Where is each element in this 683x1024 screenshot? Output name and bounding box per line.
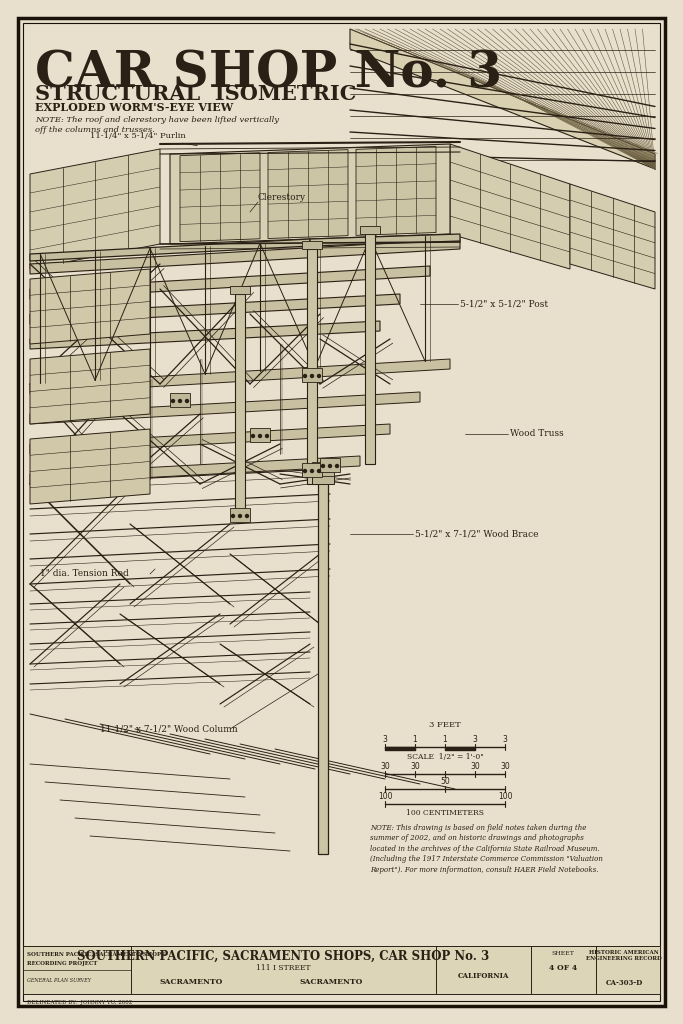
Text: 100: 100 — [498, 792, 512, 801]
Text: 1: 1 — [413, 735, 417, 744]
Circle shape — [311, 469, 313, 472]
Polygon shape — [30, 429, 150, 504]
Text: CAR SHOP No. 3: CAR SHOP No. 3 — [35, 49, 502, 98]
Polygon shape — [30, 150, 160, 269]
Circle shape — [318, 469, 320, 472]
Polygon shape — [230, 286, 250, 294]
Text: SACRAMENTO: SACRAMENTO — [299, 978, 363, 986]
Polygon shape — [268, 150, 348, 239]
Text: STRUCTURAL  ISOMETRIC: STRUCTURAL ISOMETRIC — [35, 84, 357, 104]
Polygon shape — [30, 266, 430, 299]
Circle shape — [258, 434, 262, 437]
Polygon shape — [350, 29, 655, 169]
Circle shape — [186, 399, 189, 402]
Text: EXPLODED WORM'S-EYE VIEW: EXPLODED WORM'S-EYE VIEW — [35, 102, 234, 113]
Circle shape — [311, 375, 313, 378]
Polygon shape — [170, 144, 450, 244]
Polygon shape — [302, 368, 322, 382]
Text: SOUTHERN PACIFIC, SACRAMENTO SHOPS, CAR SHOP No. 3: SOUTHERN PACIFIC, SACRAMENTO SHOPS, CAR … — [77, 950, 489, 963]
Polygon shape — [356, 146, 436, 236]
Text: HISTORIC AMERICAN
ENGINEERING RECORD: HISTORIC AMERICAN ENGINEERING RECORD — [586, 950, 662, 961]
Text: 4 OF 4: 4 OF 4 — [549, 964, 577, 972]
Polygon shape — [30, 239, 460, 274]
Polygon shape — [170, 393, 190, 407]
Text: 3: 3 — [473, 735, 477, 744]
Polygon shape — [570, 184, 655, 289]
Circle shape — [322, 465, 324, 468]
Text: SCALE  1/2" = 1'-0": SCALE 1/2" = 1'-0" — [406, 753, 484, 761]
Text: RECORDING PROJECT: RECORDING PROJECT — [27, 961, 98, 966]
Polygon shape — [30, 392, 420, 424]
Circle shape — [251, 434, 255, 437]
Text: 3: 3 — [503, 735, 507, 744]
Text: SACRAMENTO: SACRAMENTO — [159, 978, 223, 986]
Polygon shape — [30, 239, 310, 261]
Polygon shape — [30, 349, 150, 424]
Text: 111 I STREET: 111 I STREET — [255, 964, 310, 972]
Polygon shape — [30, 424, 390, 454]
Polygon shape — [30, 456, 360, 484]
Circle shape — [303, 375, 307, 378]
Text: SOUTHERN PACIFIC, SACRAMENTO SHOPS: SOUTHERN PACIFIC, SACRAMENTO SHOPS — [27, 951, 165, 956]
Text: 1" dia. Tension Rod: 1" dia. Tension Rod — [40, 569, 129, 579]
Text: 3: 3 — [382, 735, 387, 744]
Circle shape — [171, 399, 174, 402]
Polygon shape — [318, 474, 328, 854]
Text: 30: 30 — [470, 762, 480, 771]
Text: 11-1/2" x 7-1/2" Wood Column: 11-1/2" x 7-1/2" Wood Column — [100, 725, 238, 733]
Polygon shape — [30, 294, 400, 324]
Text: 100: 100 — [378, 792, 392, 801]
Polygon shape — [30, 321, 380, 349]
Polygon shape — [235, 294, 245, 514]
Polygon shape — [302, 241, 322, 249]
Circle shape — [318, 375, 320, 378]
Polygon shape — [302, 463, 322, 477]
Polygon shape — [180, 153, 260, 242]
Polygon shape — [312, 462, 334, 476]
Text: CA-303-D: CA-303-D — [605, 979, 643, 987]
Text: GENERAL PLAN SURVEY: GENERAL PLAN SURVEY — [27, 978, 91, 983]
Polygon shape — [30, 359, 450, 394]
Text: Clerestory: Clerestory — [258, 193, 306, 202]
Circle shape — [266, 434, 268, 437]
Circle shape — [238, 514, 242, 517]
Text: 3 FEET: 3 FEET — [429, 721, 461, 729]
Text: NOTE: The roof and clerestory have been lifted vertically
off the columns and tr: NOTE: The roof and clerestory have been … — [35, 116, 279, 134]
Text: 5-1/2" x 7-1/2" Wood Brace: 5-1/2" x 7-1/2" Wood Brace — [415, 529, 538, 539]
Text: 100 CENTIMETERS: 100 CENTIMETERS — [406, 809, 484, 817]
Polygon shape — [360, 226, 380, 234]
Text: DELINEATED BY:  JOHNNY YU, 2002: DELINEATED BY: JOHNNY YU, 2002 — [27, 1000, 133, 1005]
Circle shape — [329, 465, 331, 468]
Polygon shape — [450, 144, 570, 269]
Polygon shape — [310, 234, 460, 246]
Text: SHEET: SHEET — [552, 951, 574, 956]
Text: 30: 30 — [500, 762, 510, 771]
Text: Wood Truss: Wood Truss — [510, 429, 563, 438]
Polygon shape — [365, 234, 375, 464]
Circle shape — [232, 514, 234, 517]
Text: 5-1/2" x 5-1/2" Post: 5-1/2" x 5-1/2" Post — [460, 299, 548, 308]
Circle shape — [178, 399, 182, 402]
Polygon shape — [312, 469, 334, 484]
Text: 50: 50 — [440, 777, 450, 786]
Text: 1: 1 — [443, 735, 447, 744]
Polygon shape — [250, 428, 270, 442]
Circle shape — [303, 469, 307, 472]
Polygon shape — [30, 269, 150, 344]
Polygon shape — [307, 249, 317, 484]
Polygon shape — [230, 508, 250, 522]
Text: 30: 30 — [380, 762, 390, 771]
Text: CALIFORNIA: CALIFORNIA — [458, 972, 509, 980]
Text: 30: 30 — [410, 762, 420, 771]
Polygon shape — [320, 458, 340, 472]
Circle shape — [335, 465, 339, 468]
Bar — [23, 946, 660, 994]
Text: NOTE: This drawing is based on field notes taken during the
summer of 2002, and : NOTE: This drawing is based on field not… — [370, 824, 603, 873]
Text: 11-1/4" x 5-1/4" Purlin: 11-1/4" x 5-1/4" Purlin — [90, 132, 197, 145]
Circle shape — [245, 514, 249, 517]
